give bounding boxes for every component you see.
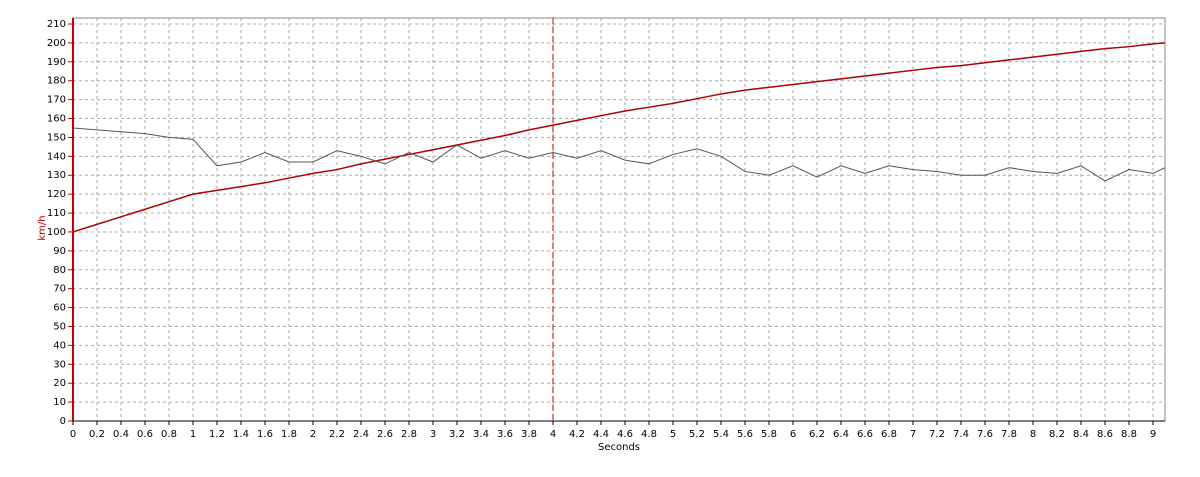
x-tick-label: 0.4 bbox=[113, 429, 129, 440]
y-tick-label: 110 bbox=[47, 208, 66, 219]
x-tick-label: 4.2 bbox=[569, 429, 585, 440]
x-tick-label: 7.2 bbox=[929, 429, 945, 440]
y-tick-label: 120 bbox=[47, 189, 66, 200]
plot-area bbox=[72, 17, 1166, 422]
y-tick-label: 140 bbox=[47, 151, 66, 162]
y-tick-label: 80 bbox=[53, 265, 66, 276]
y-tick-label: 20 bbox=[53, 378, 66, 389]
y-tick-label: 200 bbox=[47, 38, 66, 49]
x-tick-label: 8.4 bbox=[1073, 429, 1089, 440]
x-tick-label: 3.2 bbox=[449, 429, 465, 440]
y-tick-label: 60 bbox=[53, 303, 66, 314]
y-tick-label: 70 bbox=[53, 284, 66, 295]
x-tick-label: 1.8 bbox=[281, 429, 297, 440]
x-tick-label: 4 bbox=[550, 429, 556, 440]
x-tick-label: 4.8 bbox=[641, 429, 657, 440]
y-tick-label: 190 bbox=[47, 57, 66, 68]
y-tick-label: 170 bbox=[47, 95, 66, 106]
x-tick-label: 1.4 bbox=[233, 429, 249, 440]
y-tick-label: 210 bbox=[47, 19, 66, 30]
y-axis-label: km/h bbox=[37, 215, 48, 240]
x-tick-label: 9 bbox=[1150, 429, 1156, 440]
x-tick-label: 0 bbox=[70, 429, 76, 440]
x-tick-label: 0.2 bbox=[89, 429, 105, 440]
x-tick-label: 6.4 bbox=[833, 429, 849, 440]
x-tick-label: 7.6 bbox=[977, 429, 993, 440]
x-tick-label: 4.4 bbox=[593, 429, 609, 440]
y-tick-label: 10 bbox=[53, 397, 66, 408]
x-tick-label: 2.2 bbox=[329, 429, 345, 440]
x-tick-label: 5.2 bbox=[689, 429, 705, 440]
y-tick-label: 180 bbox=[47, 76, 66, 87]
x-tick-label: 8 bbox=[1030, 429, 1036, 440]
x-tick-label: 8.8 bbox=[1121, 429, 1137, 440]
x-tick-label: 5.6 bbox=[737, 429, 753, 440]
x-tick-label: 1.2 bbox=[209, 429, 225, 440]
x-tick-label: 6.6 bbox=[857, 429, 873, 440]
x-tick-label: 5 bbox=[670, 429, 676, 440]
x-tick-label: 3.8 bbox=[521, 429, 537, 440]
x-tick-label: 5.8 bbox=[761, 429, 777, 440]
x-tick-label: 1 bbox=[190, 429, 196, 440]
y-tick-label: 90 bbox=[53, 246, 66, 257]
x-tick-label: 0.8 bbox=[161, 429, 177, 440]
x-tick-label: 7.4 bbox=[953, 429, 969, 440]
y-tick-label: 50 bbox=[53, 321, 66, 332]
x-tick-label: 2.6 bbox=[377, 429, 393, 440]
x-tick-label: 6.2 bbox=[809, 429, 825, 440]
x-tick-label: 1.6 bbox=[257, 429, 273, 440]
y-tick-label: 130 bbox=[47, 170, 66, 181]
x-tick-label: 6 bbox=[790, 429, 796, 440]
x-tick-label: 3.4 bbox=[473, 429, 489, 440]
x-tick-label: 3.6 bbox=[497, 429, 513, 440]
y-tick-label: 40 bbox=[53, 340, 66, 351]
x-tick-label: 2.4 bbox=[353, 429, 369, 440]
y-tick-label: 150 bbox=[47, 132, 66, 143]
series-line bbox=[72, 42, 1166, 233]
x-tick-label: 3 bbox=[430, 429, 436, 440]
y-tick-label: 0 bbox=[60, 416, 66, 427]
y-tick-label: 30 bbox=[53, 359, 66, 370]
x-tick-label: 2 bbox=[310, 429, 316, 440]
x-tick-label: 7.8 bbox=[1001, 429, 1017, 440]
x-tick-label: 8.2 bbox=[1049, 429, 1065, 440]
x-tick-label: 5.4 bbox=[713, 429, 729, 440]
x-tick-label: 6.8 bbox=[881, 429, 897, 440]
y-tick-label: 100 bbox=[47, 227, 66, 238]
x-tick-label: 7 bbox=[910, 429, 916, 440]
x-tick-label: 2.8 bbox=[401, 429, 417, 440]
series-line bbox=[72, 127, 1166, 182]
x-tick-label: 4.6 bbox=[617, 429, 633, 440]
x-tick-label: 8.6 bbox=[1097, 429, 1113, 440]
x-tick-label: 0.6 bbox=[137, 429, 153, 440]
x-axis-label: Seconds bbox=[598, 442, 640, 453]
y-tick-label: 160 bbox=[47, 114, 66, 125]
